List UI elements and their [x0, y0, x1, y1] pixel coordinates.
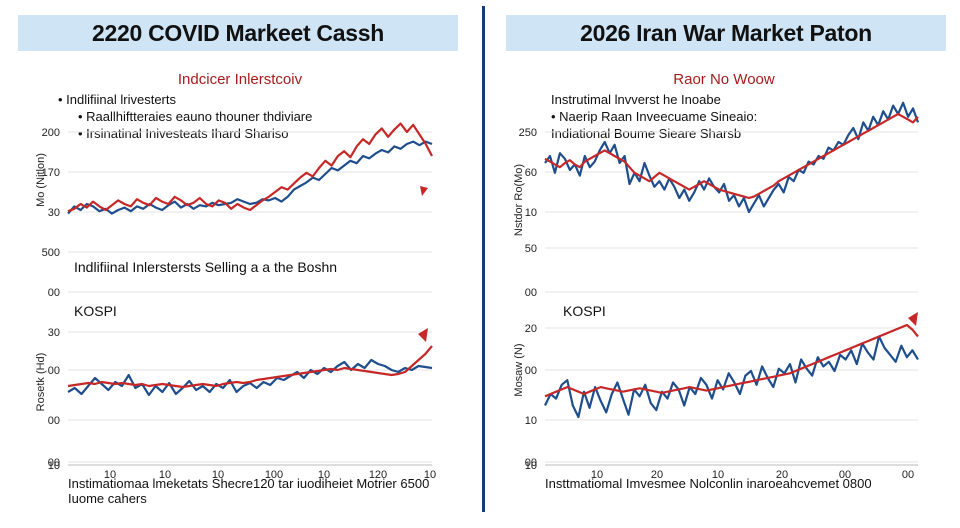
x-tick-label: 20 [776, 469, 788, 481]
right-chart-title: 2026 Iran War Market Paton [506, 15, 946, 51]
left-ylabel-bottom: Rosetk (Hd) [35, 353, 47, 412]
right-ylabel-top: Nstdor Ro(Mo) [513, 164, 525, 236]
right-subtitle: Raor No Woow [673, 71, 775, 88]
right-legend-item-1: • Naerip Raan Inveecuame Sineaio: [551, 109, 757, 124]
institutional-series-line [67, 358, 433, 397]
y-tick-label: 500 [42, 247, 60, 259]
left-legend-header: • Indlifiinal lrivesterts [58, 92, 176, 107]
x-tick-label: 120 [369, 469, 387, 481]
individual-series-line [67, 122, 433, 213]
left-ylabel-top: Mo (Nitlon) [35, 153, 47, 207]
y-tick-label: 20 [525, 323, 537, 335]
left-subtitle: Indcicer Inlerstcoiv [178, 71, 303, 88]
right-legend-header: Instrutimal lnvverst he Inoabe [551, 92, 721, 107]
y-tick-label: 60 [525, 167, 537, 179]
left-legend-item-1: • Raallhiftteraies eauno thouner thdivia… [78, 109, 312, 124]
y-tick-label: 250 [519, 127, 537, 139]
institutional-series-line [544, 101, 920, 214]
right-x-caption: Insttmatiomal Imvesmee Nolconlin inaroea… [545, 476, 872, 491]
institutional-series-line [544, 335, 919, 419]
y-tick-label: 30 [48, 327, 60, 339]
left-legend-item-1-text: Raallhiftteraies eauno thouner thdiviare [86, 109, 312, 124]
y-tick-label: 50 [525, 243, 537, 255]
y-tick-label: 10 [525, 207, 537, 219]
individual-series-line [544, 323, 919, 398]
individual-series-line [544, 112, 919, 200]
x-tick-label: 100 [265, 469, 283, 481]
x-tick-label: 10 [424, 469, 436, 481]
x-tick-label: 10 [318, 469, 330, 481]
y-tick-label: 00 [48, 457, 60, 469]
individual-series-line [67, 345, 433, 389]
left-chart-title: 2220 COVID Markeet Cassh [18, 15, 458, 51]
right-legend-item-1-text: Naerip Raan Inveecuame Sineaio: [559, 109, 757, 124]
x-tick-label: 10 [104, 469, 116, 481]
left-legend-item-2: • Irsinatinal Inivesteats Ihard Shariso [78, 126, 289, 141]
left-x-caption: Instimatiomaa lmeketats Shecre120 tar iu… [68, 476, 429, 491]
y-tick-label: 10 [525, 460, 537, 472]
y-tick-label: 00 [525, 365, 537, 377]
left-x-caption-2: Iuome cahers [68, 491, 147, 506]
arrowhead-bottom-left [418, 328, 428, 342]
left-legend-header-text: Indlifiinal lrivesterts [66, 92, 176, 107]
left-legend-item-2-text: Irsinatinal Inivesteats Ihard Shariso [86, 126, 288, 141]
y-tick-label: 200 [42, 127, 60, 139]
x-tick-label: 10 [591, 469, 603, 481]
arrowhead-bottom-right [908, 312, 918, 326]
right-legend-item-2: Indiational Boume Sieare Sharsb [551, 126, 741, 141]
x-tick-label: 20 [651, 469, 663, 481]
arrowhead-top-left [420, 186, 428, 196]
x-tick-label: 10 [159, 469, 171, 481]
y-tick-label: 00 [525, 457, 537, 469]
y-tick-label: 00 [48, 287, 60, 299]
x-tick-label: 00 [902, 469, 914, 481]
right-index-label: KOSPI [563, 303, 606, 319]
right-ylabel-bottom: Mosaw (N) [513, 343, 525, 396]
left-index-label: KOSPI [74, 303, 117, 319]
y-tick-label: 170 [42, 167, 60, 179]
y-tick-label: 10 [48, 460, 60, 472]
x-tick-label: 10 [212, 469, 224, 481]
institutional-series-line [67, 140, 433, 215]
x-tick-label: 00 [839, 469, 851, 481]
y-tick-label: 00 [48, 415, 60, 427]
y-tick-label: 10 [525, 415, 537, 427]
y-tick-label: 00 [525, 287, 537, 299]
y-tick-label: 30 [48, 207, 60, 219]
panel-divider [482, 6, 485, 512]
y-tick-label: 00 [48, 365, 60, 377]
left-annotation: Indlifiinal Inlerstersts Selling a a the… [74, 259, 337, 275]
x-tick-label: 10 [712, 469, 724, 481]
